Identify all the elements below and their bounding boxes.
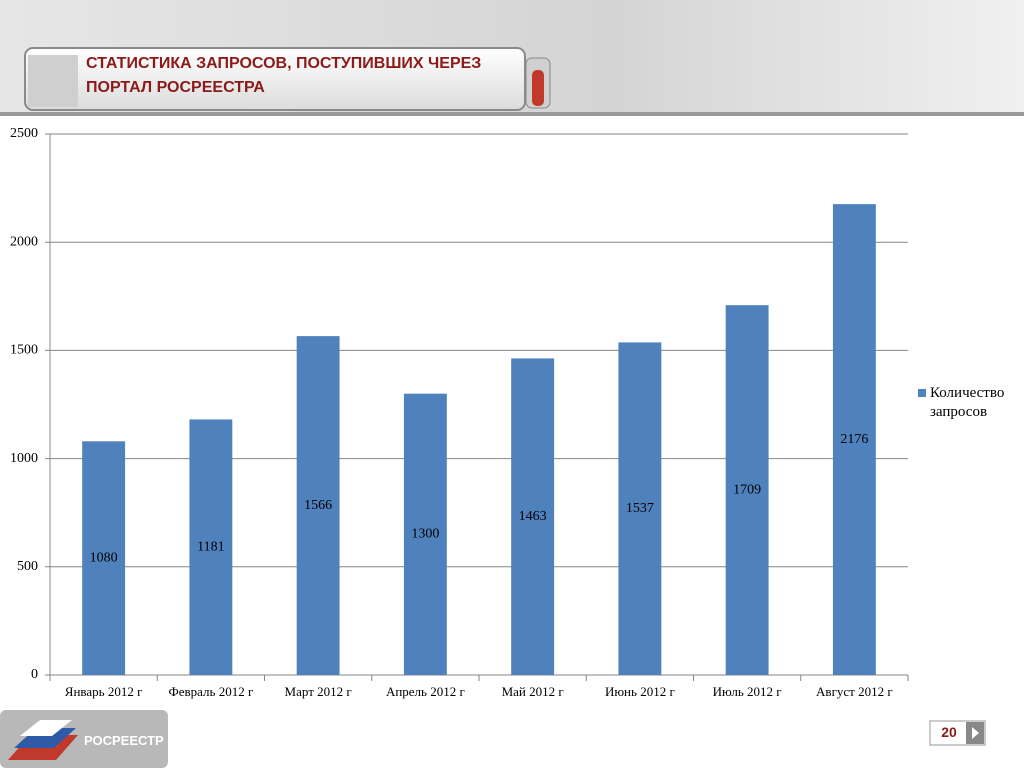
data-label: 1537 <box>626 501 654 516</box>
legend-swatch <box>918 389 926 397</box>
bar <box>618 342 662 675</box>
bar <box>296 336 340 675</box>
y-tick-label: 500 <box>17 559 38 574</box>
data-label: 1300 <box>411 527 439 542</box>
data-label: 1181 <box>197 539 224 554</box>
header-rule <box>0 112 1024 116</box>
bar <box>725 305 769 675</box>
x-tick-label: Январь 2012 г <box>65 684 143 699</box>
bar <box>511 358 555 675</box>
legend: Количество запросов <box>918 384 1018 422</box>
x-tick-label: Апрель 2012 г <box>386 684 465 699</box>
y-tick-label: 2500 <box>10 126 38 141</box>
bar <box>189 419 233 675</box>
x-tick-label: Май 2012 г <box>502 684 564 699</box>
emblem <box>28 55 78 107</box>
logo-flag-white <box>20 720 72 736</box>
data-label: 1566 <box>304 498 332 513</box>
x-tick-label: Февраль 2012 г <box>168 684 253 699</box>
page-arrow <box>972 727 979 739</box>
y-tick-label: 1500 <box>10 343 38 358</box>
legend-label: Количество запросов <box>930 385 1005 420</box>
bar <box>82 441 126 675</box>
y-tick-label: 0 <box>31 667 38 682</box>
x-tick-label: Март 2012 г <box>285 684 352 699</box>
title-box <box>24 47 526 111</box>
tab-flag <box>532 70 544 106</box>
y-tick-label: 1000 <box>10 451 38 466</box>
slide-title: СТАТИСТИКА ЗАПРОСОВ, ПОСТУПИВШИХ ЧЕРЕЗ П… <box>86 55 482 96</box>
bar <box>403 393 447 675</box>
x-tick-label: Июль 2012 г <box>713 684 782 699</box>
x-tick-label: Август 2012 г <box>816 684 893 699</box>
logo-flag-blue <box>14 728 76 748</box>
y-tick-label: 2000 <box>10 234 38 249</box>
page-number: 20 <box>941 724 957 740</box>
bar <box>832 204 876 676</box>
x-tick-label: Июнь 2012 г <box>605 684 675 699</box>
logo-text: РОСРЕЕСТР <box>84 733 164 748</box>
data-label: 1463 <box>519 509 547 524</box>
data-label: 1709 <box>733 482 761 497</box>
data-label: 2176 <box>840 432 868 447</box>
data-label: 1080 <box>90 550 118 565</box>
